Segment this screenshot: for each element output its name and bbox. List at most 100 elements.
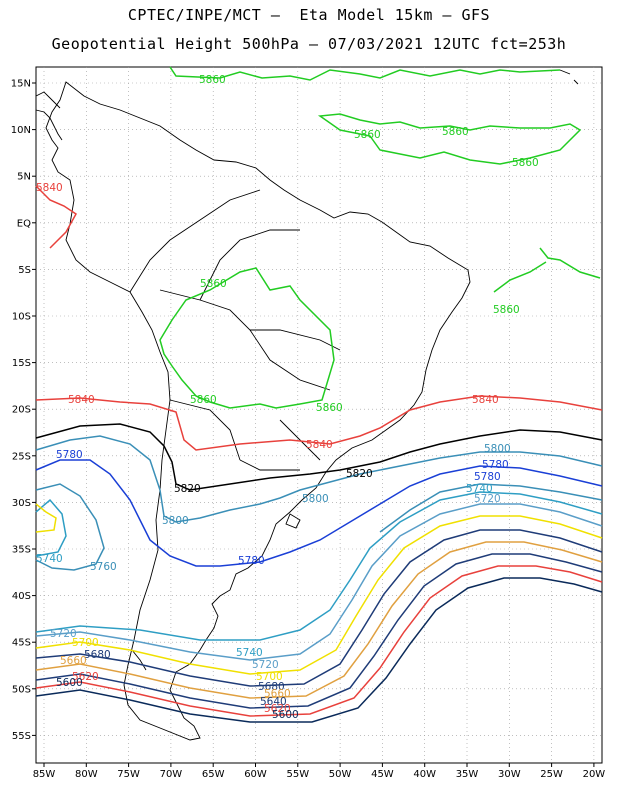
longitude-labels: 85W 80W 75W 70W 65W 60W 55W 50W 45W 40W 35W 30W 25W 2… xyxy=(33,769,606,780)
contour-label: 5840 xyxy=(36,182,63,194)
contour-label: 5740 xyxy=(466,483,493,495)
lon-label: 70W xyxy=(160,769,183,780)
lat-label: 55S xyxy=(12,731,31,742)
contour-label: 5700 xyxy=(72,637,99,649)
axis-ticks xyxy=(32,82,595,767)
lat-label: 20S xyxy=(12,405,31,416)
lat-label: 50S xyxy=(12,684,31,695)
contour-label: 5600 xyxy=(272,709,299,721)
contour-label: 5660 xyxy=(60,655,87,667)
lon-label: 80W xyxy=(75,769,98,780)
contour-label: 5700 xyxy=(256,671,283,683)
contour-label: 5780 xyxy=(482,459,509,471)
contour-labels: 5860 5860 5860 5860 5860 5860 5860 5860 … xyxy=(36,74,539,721)
contour-label: 5680 xyxy=(258,681,285,693)
lon-label: 35W xyxy=(456,769,479,780)
contour-label: 5860 xyxy=(354,129,381,141)
contour-5740 xyxy=(35,491,603,641)
contour-5760 xyxy=(35,483,603,571)
contour-5860-continent xyxy=(159,267,335,409)
contour-label: 5740 xyxy=(236,647,263,659)
contour-5600 xyxy=(35,577,603,723)
contour-label: 5860 xyxy=(442,126,469,138)
central-america-outline xyxy=(35,91,63,141)
lat-label: 10N xyxy=(11,125,31,136)
contour-label: 5840 xyxy=(472,394,499,406)
lon-label: 20W xyxy=(583,769,606,780)
contour-5780 xyxy=(35,459,603,567)
contour-label: 5840 xyxy=(306,439,333,451)
contour-lines xyxy=(35,66,603,723)
lon-label: 85W xyxy=(33,769,56,780)
contour-5800 xyxy=(35,435,603,523)
lat-label: EQ xyxy=(17,218,31,229)
contour-5860-atlantic xyxy=(317,113,582,165)
contour-label: 5800 xyxy=(302,493,329,505)
contour-label: 5860 xyxy=(199,74,226,86)
contour-label: 5780 xyxy=(474,471,501,483)
contour-5680 xyxy=(35,529,603,687)
contour-label: 5780 xyxy=(56,449,83,461)
contour-5840-low xyxy=(35,503,57,533)
map-subtitle: Geopotential Height 500hPa – 07/03/2021 … xyxy=(51,35,567,53)
contour-label: 5740 xyxy=(36,553,63,565)
lat-label: 40S xyxy=(12,591,31,602)
lon-label: 65W xyxy=(202,769,225,780)
lat-label: 5N xyxy=(17,172,31,183)
lat-label: 10S xyxy=(12,312,31,323)
contour-5840 xyxy=(35,185,603,451)
lat-label: 25S xyxy=(12,451,31,462)
contour-label: 5620 xyxy=(72,671,99,683)
contour-label: 5720 xyxy=(50,628,77,640)
lat-label: 15N xyxy=(11,79,31,90)
contour-label: 5720 xyxy=(474,493,501,505)
map-title: CPTEC/INPE/MCT – Eta Model 15km – GFS xyxy=(127,6,491,24)
contour-label: 5720 xyxy=(252,659,279,671)
lon-label: 25W xyxy=(540,769,563,780)
lon-label: 30W xyxy=(498,769,521,780)
contour-5700 xyxy=(35,515,603,675)
coastline xyxy=(35,69,579,741)
contour-label: 5860 xyxy=(200,278,227,290)
contour-label: 5800 xyxy=(162,515,189,527)
south-america-outline xyxy=(45,81,471,741)
lon-label: 55W xyxy=(286,769,309,780)
lat-label: 30S xyxy=(12,498,31,509)
contour-label: 5780 xyxy=(238,555,265,567)
contour-label: 5800 xyxy=(484,443,511,455)
contour-label: 5600 xyxy=(56,677,83,689)
contour-label: 5640 xyxy=(260,696,287,708)
contour-label: 5760 xyxy=(90,561,117,573)
map-frame xyxy=(35,66,603,764)
islands xyxy=(131,69,579,671)
contour-label: 5860 xyxy=(493,304,520,316)
contour-label: 5680 xyxy=(84,649,111,661)
contour-label: 5860 xyxy=(316,402,343,414)
contour-5820 xyxy=(35,423,603,491)
lat-label: 15S xyxy=(12,358,31,369)
lat-label: 5S xyxy=(18,265,31,276)
lon-label: 45W xyxy=(371,769,394,780)
lon-label: 50W xyxy=(329,769,352,780)
contour-label: 5860 xyxy=(512,157,539,169)
contour-label: 5840 xyxy=(68,394,95,406)
contour-label: 5820 xyxy=(174,483,201,495)
contour-label: 5820 xyxy=(346,468,373,480)
contour-5640 xyxy=(35,553,603,709)
country-borders xyxy=(129,189,341,471)
contour-5860-north xyxy=(169,66,561,81)
contour-5620 xyxy=(35,565,603,717)
lat-label: 45S xyxy=(12,638,31,649)
lon-label: 40W xyxy=(413,769,436,780)
contour-label: 5860 xyxy=(190,394,217,406)
contour-5860-east xyxy=(493,247,601,293)
contour-5720 xyxy=(35,503,603,661)
contour-5660 xyxy=(35,541,603,699)
latitude-labels: 15N 10N 5N EQ 5S 10S 15S 20S 25S 30S 35S 40S 45S 50S 5… xyxy=(11,79,31,742)
grid-lines xyxy=(36,67,602,763)
contour-label: 5660 xyxy=(264,688,291,700)
lon-label: 75W xyxy=(117,769,140,780)
lon-label: 60W xyxy=(244,769,267,780)
contour-label: 5620 xyxy=(264,703,291,715)
